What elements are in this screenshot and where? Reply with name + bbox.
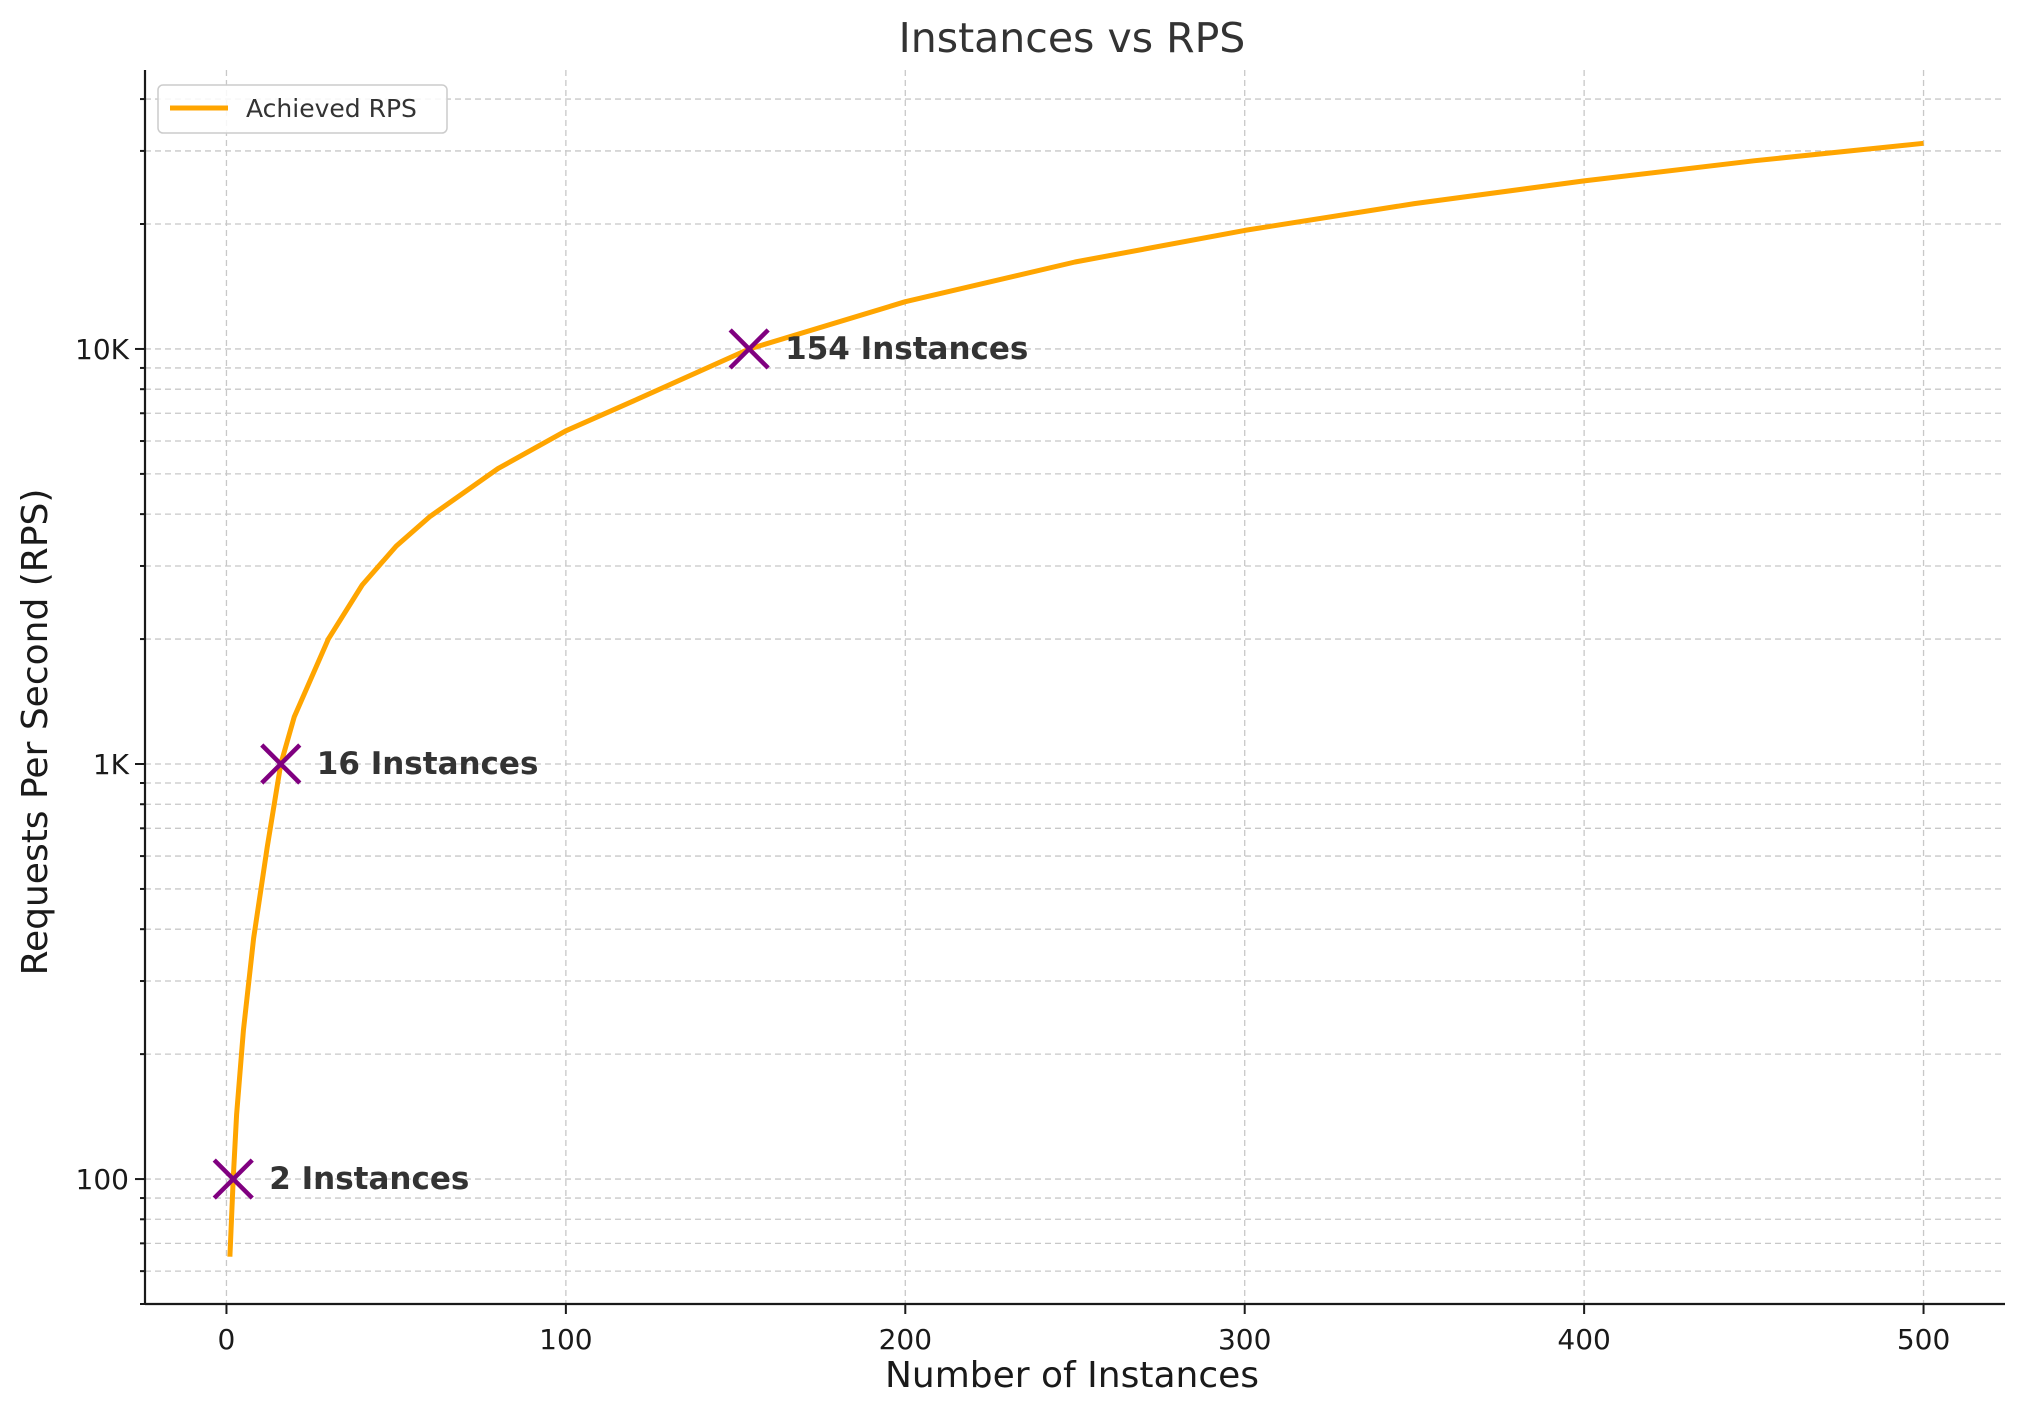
- x-tick-label: 0: [218, 1323, 236, 1356]
- series-line-achieved-rps: [227, 140, 1924, 1257]
- annotation-label: 154 Instances: [785, 331, 1028, 367]
- axes: 0 100 200 300 400 500 100 1K 10K: [75, 70, 2005, 1356]
- x-tick-label: 300: [1218, 1323, 1271, 1356]
- x-icon: [728, 328, 770, 370]
- x-tick-label: 100: [539, 1323, 592, 1356]
- chart-title: Instances vs RPS: [899, 14, 1246, 62]
- x-icon: [212, 1158, 254, 1200]
- x-marker-stroke: [728, 328, 770, 370]
- y-tick-label: 100: [76, 1163, 129, 1196]
- grid-lines: [145, 70, 2005, 1305]
- annotation-layer: 2 Instances 16 Instances 154 Instances: [212, 328, 1028, 1200]
- series-layer: [227, 140, 1924, 1257]
- legend-box: [157, 84, 448, 134]
- x-axis-label: Number of Instances: [885, 1355, 1259, 1396]
- x-icon: [260, 743, 302, 785]
- x-tick-label: 400: [1557, 1323, 1610, 1356]
- x-marker-stroke: [260, 743, 302, 785]
- y-tick-label: 10K: [75, 333, 130, 366]
- y-axis-label: Requests Per Second (RPS): [15, 489, 56, 976]
- legend: Achieved RPS: [157, 84, 448, 134]
- annotation-label: 2 Instances: [269, 1161, 469, 1197]
- x-tick-label: 200: [879, 1323, 932, 1356]
- annotation-label: 16 Instances: [317, 746, 539, 782]
- legend-entry: Achieved RPS: [246, 94, 417, 123]
- x-tick-label: 500: [1897, 1323, 1950, 1356]
- x-marker-stroke: [212, 1158, 254, 1200]
- y-tick-label: 1K: [93, 748, 130, 781]
